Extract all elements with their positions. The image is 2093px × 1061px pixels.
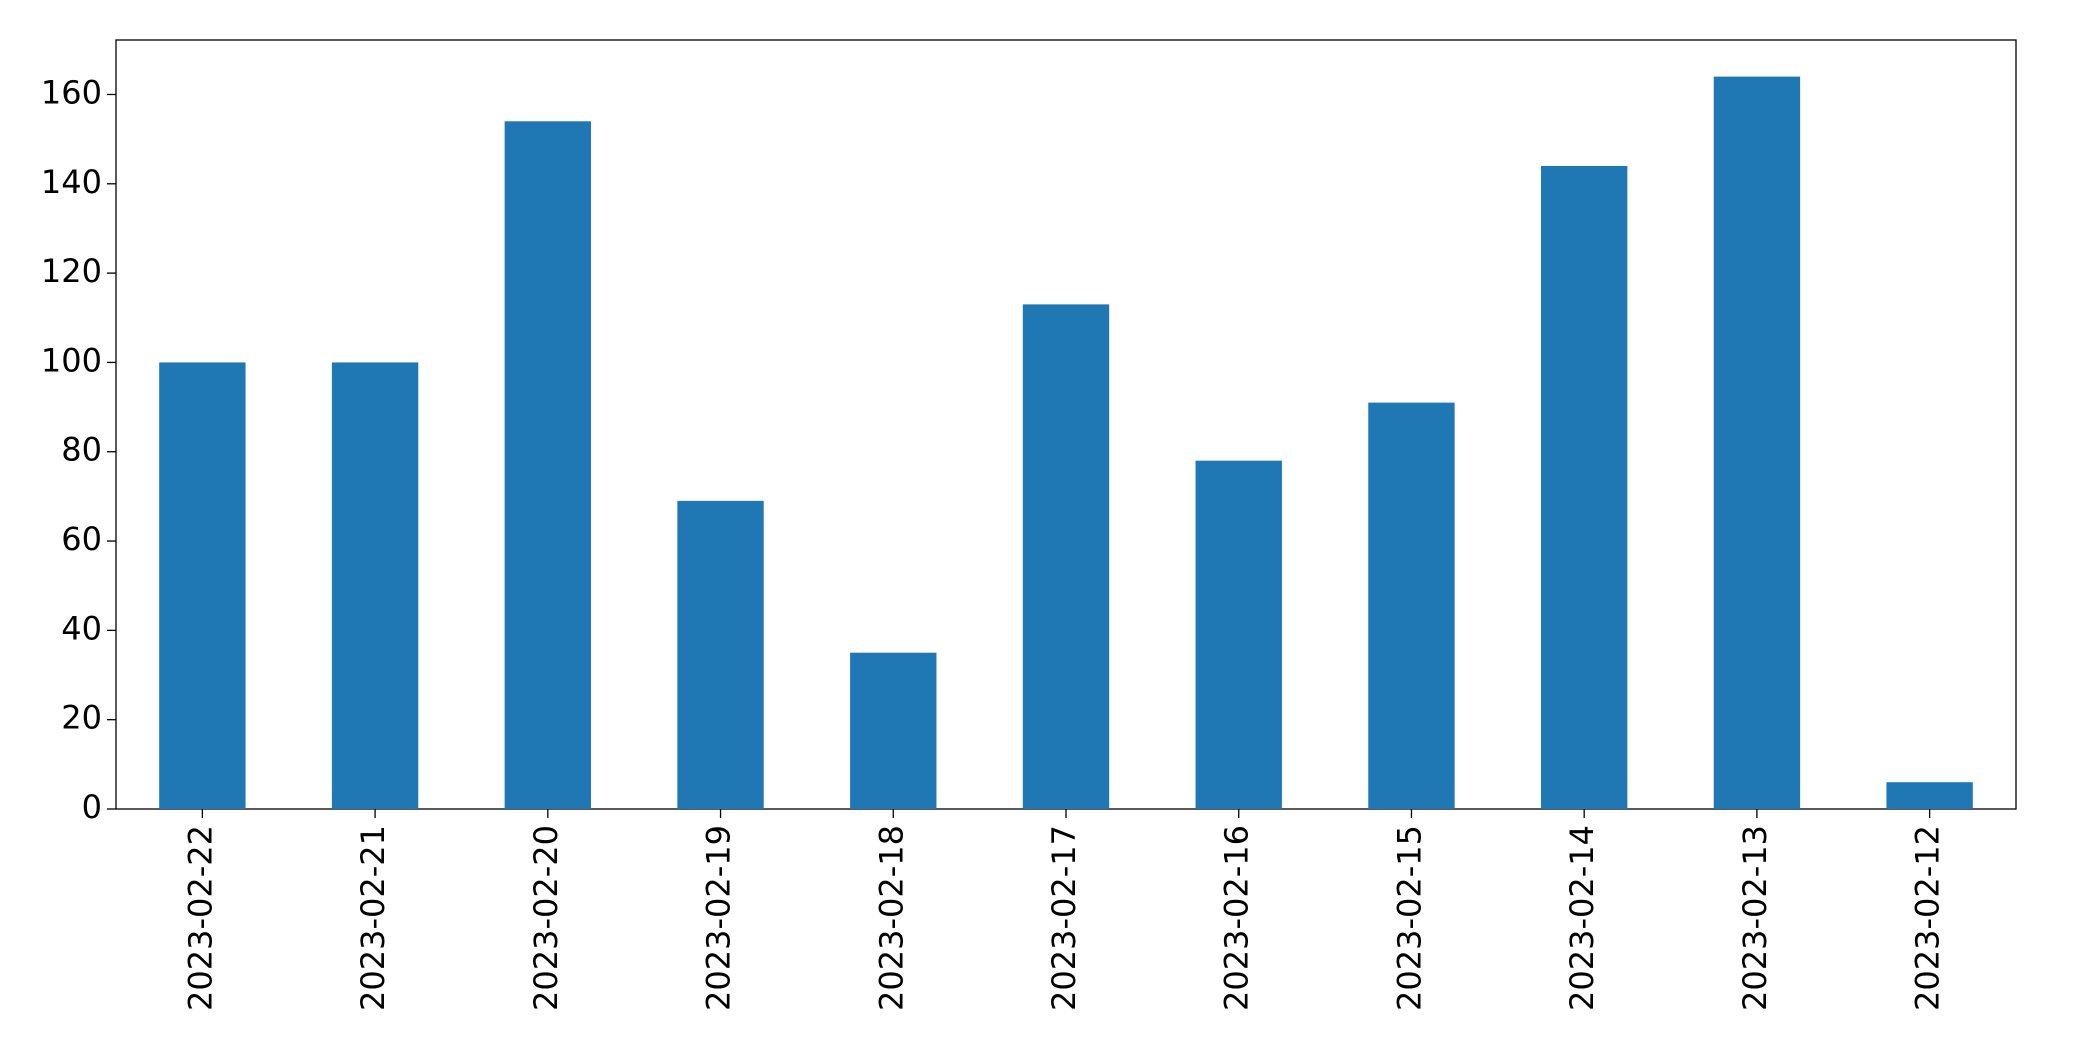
x-tick-label: 2023-02-16 <box>1218 825 1256 1011</box>
y-tick-label: 80 <box>61 431 102 469</box>
bar <box>1022 304 1110 809</box>
x-tick-label: 2023-02-12 <box>1909 825 1947 1011</box>
bar <box>1368 402 1455 809</box>
bar <box>159 362 246 809</box>
bar <box>677 500 764 809</box>
x-tick-label: 2023-02-18 <box>872 825 910 1011</box>
x-tick-label: 2023-02-22 <box>181 825 219 1011</box>
bar <box>331 362 419 809</box>
x-tick-label: 2023-02-21 <box>354 825 392 1011</box>
bar <box>504 121 591 809</box>
x-tick-label: 2023-02-13 <box>1736 825 1774 1011</box>
bar <box>1195 460 1282 809</box>
y-tick-label: 40 <box>61 609 102 647</box>
x-tick-label: 2023-02-14 <box>1563 825 1601 1011</box>
y-tick-label: 0 <box>82 788 102 826</box>
bar <box>850 652 937 809</box>
bar <box>1886 782 1973 809</box>
bar <box>1541 165 1628 810</box>
y-tick-label: 140 <box>41 163 102 201</box>
x-tick-label: 2023-02-17 <box>1045 825 1083 1011</box>
y-tick-label: 120 <box>41 252 102 290</box>
y-tick-label: 60 <box>61 520 102 558</box>
x-tick-label: 2023-02-20 <box>527 825 565 1011</box>
bar <box>1713 76 1801 810</box>
y-tick-label: 20 <box>61 699 102 737</box>
x-tick-label: 2023-02-19 <box>700 825 738 1011</box>
x-tick-label: 2023-02-15 <box>1390 825 1428 1011</box>
y-tick-label: 100 <box>41 341 102 379</box>
y-tick-label: 160 <box>41 73 102 111</box>
